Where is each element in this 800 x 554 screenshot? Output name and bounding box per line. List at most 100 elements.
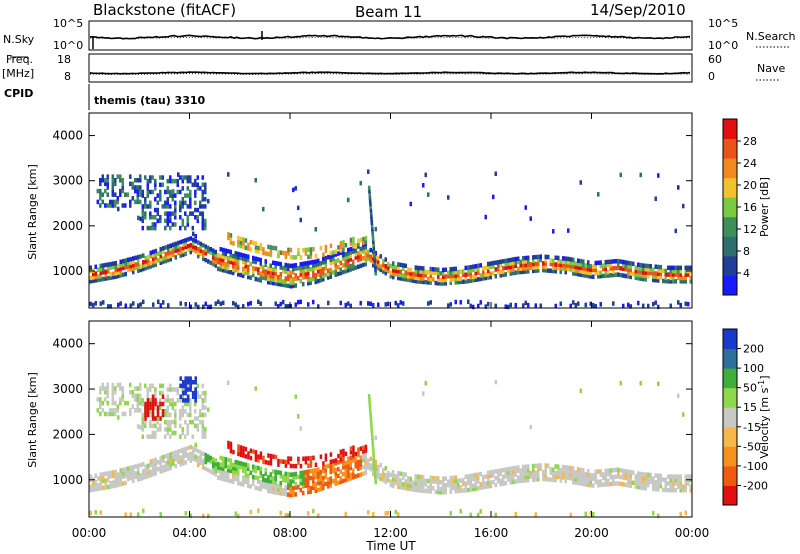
range-gate-cell [139,302,143,307]
range-gate-cell [97,476,100,481]
range-gate-cell [507,261,510,267]
range-gate-cell [642,263,645,268]
range-gate-cell [412,278,415,283]
range-gate-cell [194,379,197,385]
range-gate-cell [181,427,185,432]
range-gate-cell [176,387,180,392]
range-gate-cell [167,257,170,263]
range-gate-cell [472,476,475,482]
range-gate-cell [162,259,165,265]
range-gate-cell [414,480,418,486]
range-gate-cell [434,280,438,286]
range-gate-cell [104,188,107,194]
range-gate-cell [524,464,528,470]
range-gate-cell [167,452,170,458]
range-gate-cell [677,474,680,479]
range-gate-cell [172,242,175,248]
range-gate-cell [509,473,513,478]
freq-tick-top: 18 [57,53,71,66]
power-colorbar-label: Power [dB] [758,177,771,237]
range-gate-cell [94,271,98,276]
range-gate-cell [219,465,223,471]
range-gate-cell [367,461,370,467]
range-gate-cell [682,275,685,281]
range-gate-cell [347,251,350,256]
range-gate-cell [397,268,400,274]
range-gate-cell [314,468,318,473]
range-gate-cell [342,465,345,470]
range-gate-cell [161,383,165,389]
range-gate-cell [664,487,668,493]
range-gate-cell [519,269,523,275]
range-gate-cell [664,484,668,489]
range-gate-cell [114,271,118,276]
range-gate-cell [106,192,110,197]
range-gate-cell [579,269,583,274]
range-gate-cell [174,207,177,213]
y-tick-label: 4000 [52,337,83,351]
range-gate-cell [654,473,658,478]
range-gate-cell [399,478,403,483]
range-gate-cell [89,279,93,284]
range-gate-cell [164,412,167,418]
range-gate-cell [394,480,398,486]
range-gate-cell [639,266,643,271]
range-gate-cell [277,490,280,496]
range-gate-cell [244,260,248,266]
range-gate-cell [527,265,530,271]
x-tick-label: 00:00 [72,526,107,540]
range-gate-cell [106,178,110,183]
range-gate-cell [137,215,140,221]
range-gate-cell [166,218,170,224]
range-gate-cell [189,444,193,450]
range-gate-cell [349,446,353,451]
range-gate-cell [119,382,122,388]
range-gate-cell [457,273,460,278]
range-gate-cell [322,479,325,484]
range-gate-cell [634,474,638,479]
range-gate-cell [157,258,160,263]
range-gate-cell [214,458,218,463]
range-gate-cell [224,265,228,270]
range-gate-cell [252,255,255,261]
range-gate-cell [89,275,93,281]
range-gate-cell [664,275,668,281]
range-gate-cell [639,380,643,386]
range-gate-cell [159,250,163,255]
range-gate-cell [507,477,510,482]
range-gate-cell [342,240,345,245]
range-gate-cell [342,243,345,249]
range-gate-cell [252,272,255,278]
range-gate-cell [177,449,180,454]
range-gate-cell [189,204,192,209]
range-gate-cell [370,422,373,428]
range-gate-cell [104,397,107,402]
range-gate-cell [214,461,218,467]
range-gate-cell [297,247,300,253]
range-gate-cell [459,279,463,285]
range-gate-cell [94,483,98,489]
range-gate-cell [294,394,298,399]
range-gate-cell [369,466,373,472]
range-gate-cell [299,426,303,431]
range-gate-cell [99,386,102,391]
range-gate-cell [629,271,633,276]
range-gate-cell [107,304,110,309]
range-gate-cell [444,483,448,488]
range-gate-cell [174,204,177,209]
range-gate-cell [684,268,688,274]
range-gate-cell [102,485,105,491]
range-gate-cell [449,489,453,494]
range-gate-cell [269,461,273,466]
range-gate-cell [152,249,155,255]
range-gate-cell [332,458,335,464]
range-gate-cell [194,390,197,396]
range-gate-cell [647,479,650,484]
range-gate-cell [144,211,147,216]
range-gate-cell [299,299,303,305]
range-gate-cell [327,275,330,280]
range-gate-cell [267,266,270,271]
range-gate-cell [179,394,182,399]
range-gate-cell [252,467,255,473]
range-gate-cell [442,274,445,279]
